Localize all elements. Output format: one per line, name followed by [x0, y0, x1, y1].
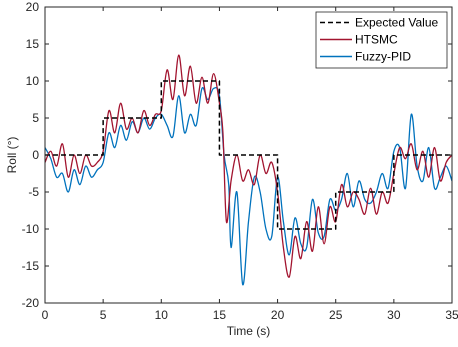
y-tick-label: -10: [22, 222, 40, 236]
y-tick-label: -20: [22, 296, 40, 310]
y-tick-label: 20: [26, 0, 40, 14]
x-tick-label: 25: [329, 308, 343, 322]
y-axis-label: Roll (°): [5, 137, 19, 174]
series-layer: [45, 54, 452, 286]
x-axis-label: Time (s): [227, 324, 271, 338]
legend: Expected Value HTSMC Fuzzy-PID: [315, 11, 448, 69]
legend-label-htsmc: HTSMC: [355, 33, 398, 47]
x-tick-label: 35: [445, 308, 458, 322]
x-tick-label: 30: [387, 308, 401, 322]
y-tick-label: -5: [28, 185, 39, 199]
series-line-expected-value: [45, 80, 452, 230]
x-tick-label: 20: [271, 308, 285, 322]
tick-layer: 0 5 10 15 20 25 30 35 -20 -15 -10 -5 0 5 10 15 20: [22, 0, 458, 322]
y-tick-label: -15: [22, 259, 40, 273]
x-tick-label: 15: [213, 308, 227, 322]
legend-label-fuzzy-pid: Fuzzy-PID: [355, 50, 411, 64]
y-tick-label: 5: [32, 111, 39, 125]
x-tick-label: 10: [155, 308, 169, 322]
y-tick-label: 0: [32, 148, 39, 162]
y-tick-label: 10: [26, 74, 40, 88]
x-tick-label: 5: [100, 308, 107, 322]
y-tick-label: 15: [26, 37, 40, 51]
x-tick-label: 0: [42, 308, 49, 322]
series-line-fuzzy-pid: [45, 86, 452, 286]
legend-label-expected-value: Expected Value: [355, 16, 438, 30]
